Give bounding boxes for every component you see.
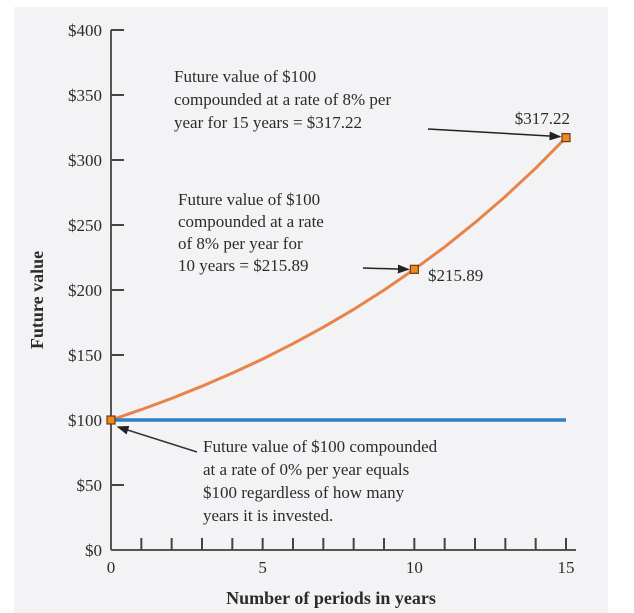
data-point-marker [409,264,419,274]
data-point-marker [561,133,571,143]
annotation-15-years: Future value of $100 [174,67,316,86]
data-point-marker [106,415,116,425]
annotation-10-years: of 8% per year for [178,234,303,253]
x-tick-label: 10 [406,558,423,577]
y-tick-label: $50 [77,476,103,495]
annotation-0-percent: Future value of $100 compounded [203,437,438,456]
series-lines [106,133,571,425]
y-axis-label: Future value [27,251,47,349]
x-tick-label: 0 [107,558,116,577]
series-line [110,136,568,422]
arrow-10-years [362,264,410,274]
annotation-0-percent: at a rate of 0% per year equals [203,460,409,479]
value-label-10-years: $215.89 [428,266,483,285]
chart-panel [14,7,608,613]
y-tick-label: $300 [68,151,102,170]
arrow-15-years [427,128,562,141]
x-axis-label: Number of periods in years [226,588,436,608]
annotation-0-percent: $100 regardless of how many [203,483,405,502]
axes: $0 $50 $100 $150 $200 $250 $300 $350 $400 0 5 10 15 [68,21,576,577]
y-tick-label: $100 [68,411,102,430]
annotations: Future value of $100 compounded at a rate… [116,67,570,525]
x-tick-label: 15 [558,558,575,577]
annotation-10-years: Future value of $100 [178,190,320,209]
y-tick-label: $150 [68,346,102,365]
arrow-0-percent [116,425,198,453]
y-tick-label: $200 [68,281,102,300]
annotation-10-years: compounded at a rate [178,212,324,231]
annotation-15-years: compounded at a rate of 8% per [174,90,391,109]
annotation-15-years: year for 15 years = $317.22 [174,113,362,132]
x-tick-label: 5 [258,558,267,577]
annotation-0-percent: years it is invested. [203,506,333,525]
y-tick-label: $400 [68,21,102,40]
y-tick-label: $0 [85,541,102,560]
value-label-15-years: $317.22 [515,109,570,128]
annotation-10-years: 10 years = $215.89 [178,256,308,275]
y-tick-label: $250 [68,216,102,235]
y-tick-label: $350 [68,86,102,105]
